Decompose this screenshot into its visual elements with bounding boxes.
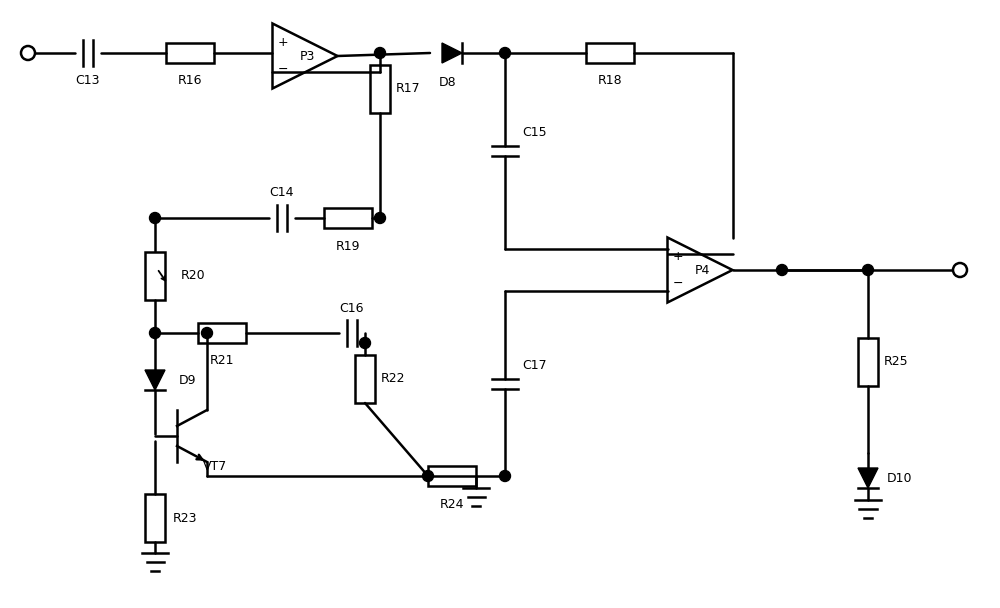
Polygon shape — [858, 468, 878, 488]
Text: −: − — [672, 277, 683, 289]
Bar — [428, 466, 476, 486]
Text: C14: C14 — [270, 187, 294, 199]
Polygon shape — [145, 370, 165, 390]
Circle shape — [776, 264, 788, 275]
Text: R18: R18 — [598, 75, 622, 88]
Text: P4: P4 — [694, 263, 710, 277]
Text: +: + — [672, 250, 683, 263]
Text: +: + — [277, 36, 288, 49]
Circle shape — [21, 46, 35, 60]
Text: R25: R25 — [884, 355, 908, 368]
Bar — [145, 252, 165, 300]
Circle shape — [953, 263, 967, 277]
Bar — [586, 43, 634, 63]
Bar — [198, 323, 246, 343]
Text: VT7: VT7 — [203, 460, 227, 472]
Text: R17: R17 — [396, 83, 420, 95]
Text: C16: C16 — [340, 302, 364, 314]
Text: R20: R20 — [181, 269, 205, 282]
Circle shape — [374, 213, 386, 224]
Text: D8: D8 — [439, 77, 457, 89]
Circle shape — [862, 264, 874, 275]
Bar — [858, 337, 878, 385]
Text: R21: R21 — [210, 354, 234, 367]
Polygon shape — [442, 43, 462, 63]
Text: C17: C17 — [523, 359, 547, 372]
Circle shape — [201, 328, 212, 339]
Text: C15: C15 — [523, 126, 547, 139]
Circle shape — [150, 213, 160, 224]
Circle shape — [374, 47, 386, 58]
Text: R19: R19 — [336, 240, 360, 252]
Text: R16: R16 — [178, 75, 202, 88]
Text: R22: R22 — [381, 373, 405, 385]
Text: D9: D9 — [178, 373, 196, 387]
Text: −: − — [277, 63, 288, 75]
Bar — [370, 65, 390, 113]
Bar — [166, 43, 214, 63]
Circle shape — [500, 47, 511, 58]
Circle shape — [422, 471, 434, 482]
Text: R23: R23 — [173, 511, 197, 525]
Circle shape — [360, 337, 370, 348]
Circle shape — [500, 471, 511, 482]
Text: R24: R24 — [440, 497, 464, 511]
Circle shape — [150, 328, 160, 339]
Bar — [355, 355, 375, 403]
Text: D10: D10 — [887, 471, 913, 485]
Text: P3: P3 — [299, 49, 315, 63]
Bar — [145, 494, 165, 542]
Bar — [324, 208, 372, 228]
Text: C13: C13 — [76, 75, 100, 88]
